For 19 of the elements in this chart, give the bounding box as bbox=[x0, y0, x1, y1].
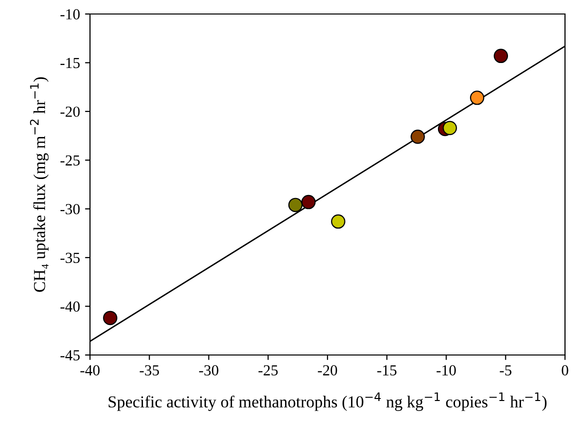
x-tick-label: -20 bbox=[318, 365, 338, 376]
x-tick-label: -30 bbox=[199, 365, 218, 376]
y-tick-label: -25 bbox=[60, 155, 80, 166]
y-tick-label: -15 bbox=[60, 58, 80, 68]
text: Specific activity of methanotrophs (10$^{−4}$ ng kg$^{−1}$ copies$^{−1}$ hr$^{−1}$) bbox=[108, 392, 547, 411]
x-tick-label: -10 bbox=[436, 365, 456, 376]
y-tick-label: -40 bbox=[60, 301, 80, 312]
x-tick-label: -15 bbox=[377, 365, 396, 376]
y-tick-label: -10 bbox=[60, 9, 80, 20]
y-tick-label: -30 bbox=[60, 204, 80, 214]
y-tick-label: -35 bbox=[60, 252, 80, 264]
x-tick-label: -25 bbox=[258, 365, 278, 376]
y-tick-label: -45 bbox=[60, 350, 80, 360]
x-tick-label: -40 bbox=[80, 365, 100, 376]
x-tick-label: 0 bbox=[562, 365, 568, 376]
y-tick-label: -20 bbox=[60, 106, 80, 117]
x-tick-label: -35 bbox=[140, 365, 159, 376]
x-tick-label: -5 bbox=[500, 365, 512, 376]
y-axis-title: CH₄ uptake flux (mg m$^{−2}$ hr$^{−1}$) bbox=[30, 77, 49, 292]
